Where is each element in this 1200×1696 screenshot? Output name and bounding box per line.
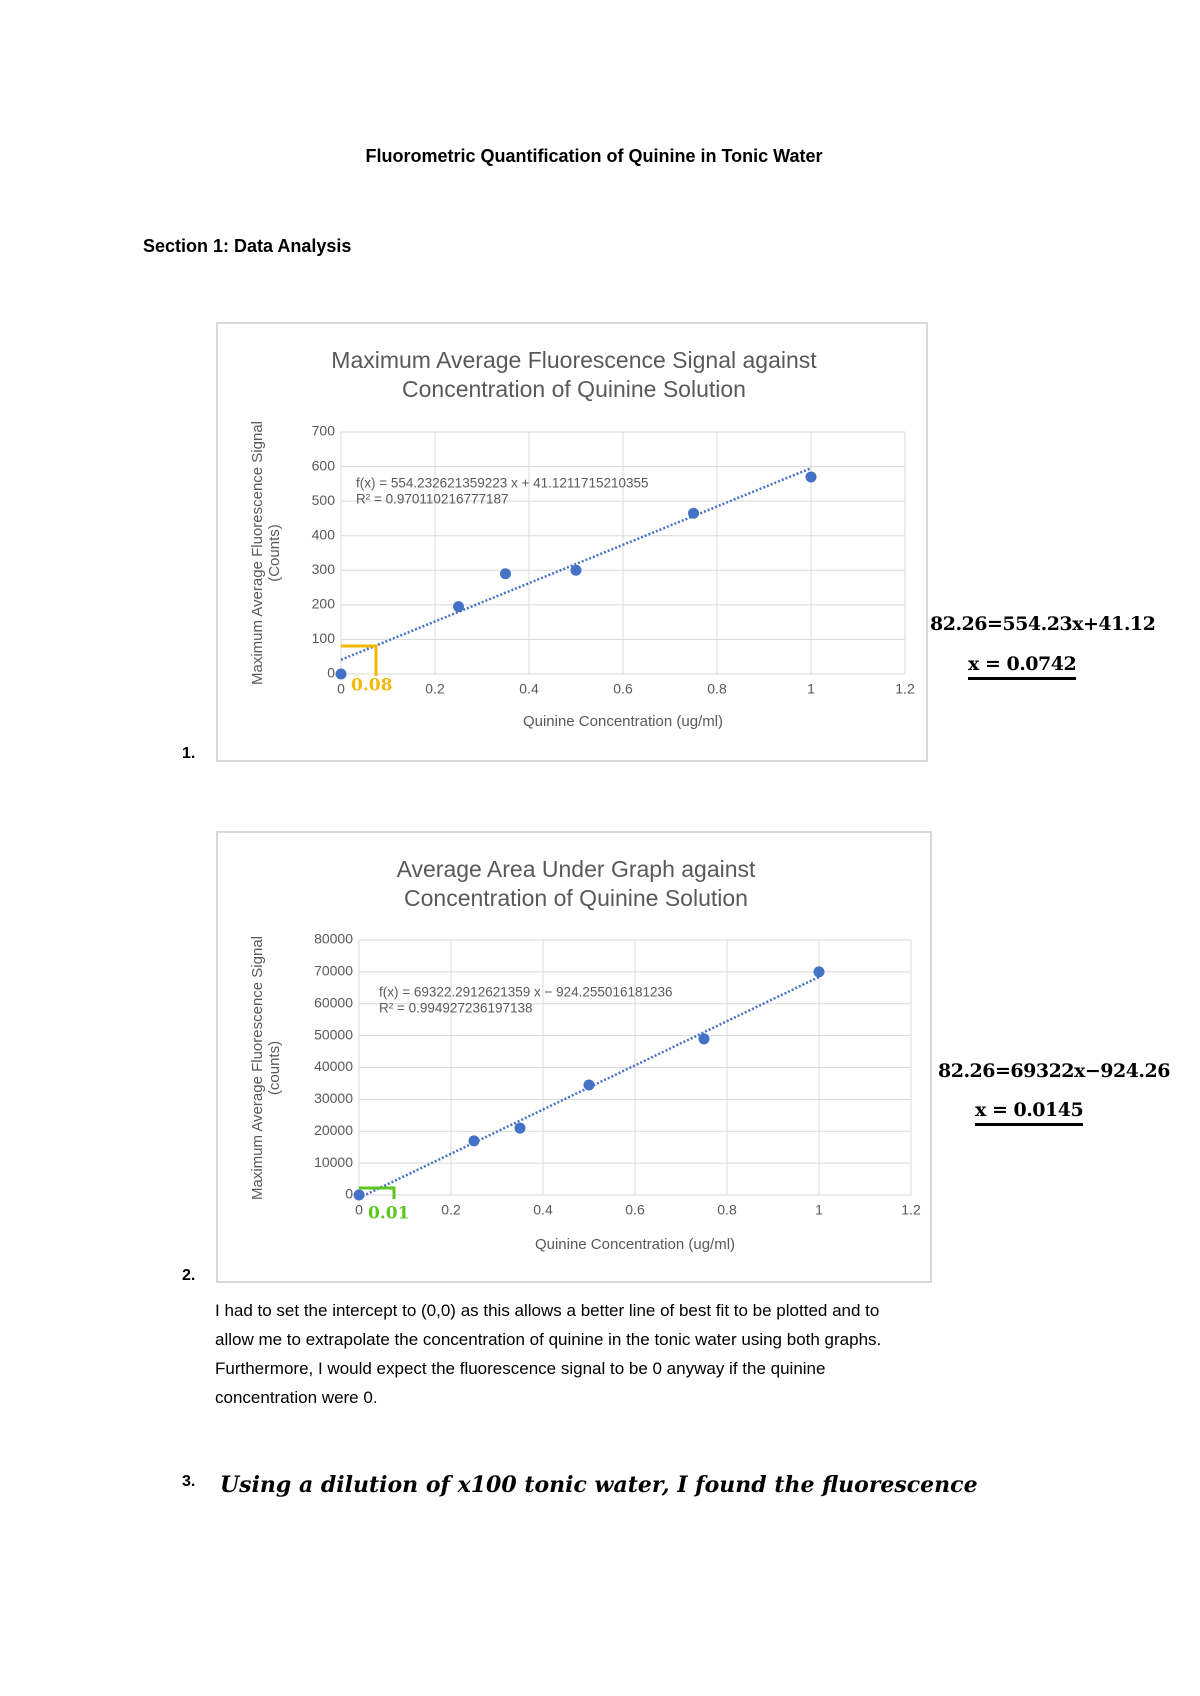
data-point [514,1122,526,1134]
y-tick-label: 0 [345,1186,353,1202]
y-tick-label: 600 [312,457,336,473]
data-point [805,471,817,483]
y-tick-label: 20000 [314,1122,353,1138]
x-axis-label: Quinine Concentration (ug/ml) [535,1236,735,1253]
x-tick-label: 0.2 [425,681,445,697]
y-tick-label: 100 [312,630,336,646]
y-tick-label: 40000 [314,1058,353,1074]
paragraph-line: allow me to extrapolate the concentratio… [215,1330,882,1349]
item-number: 1. [182,745,196,762]
handwritten-text: Using a dilution of x100 tonic water, I … [220,1472,978,1498]
document-title: Fluorometric Quantification of Quinine i… [365,146,823,166]
x-tick-label: 0.6 [613,681,633,697]
x-tick-label: 0.2 [441,1202,461,1218]
y-tick-label: 500 [312,492,336,508]
paragraph-line: Furthermore, I would expect the fluoresc… [215,1359,826,1378]
data-point [468,1135,480,1147]
data-point [570,564,582,576]
handwritten-answer: x = 0.0145 [975,1099,1084,1126]
trendline [340,467,812,661]
handwritten-bracket [341,644,378,676]
y-tick-label: 50000 [314,1026,353,1042]
handwritten-axis-note: 0.01 [368,1204,409,1224]
x-tick-label: 0.4 [519,681,539,697]
data-point [583,1079,595,1091]
x-tick-label: 0 [355,1202,363,1218]
chart-title: Average Area Under Graph against Concent… [396,856,756,911]
item-number: 3. [182,1473,196,1490]
x-tick-label: 0 [337,681,345,697]
data-point [698,1033,710,1045]
y-tick-label: 30000 [314,1090,353,1106]
x-axis-label: Quinine Concentration (ug/ml) [523,713,723,730]
data-point [453,601,464,613]
handwritten-equation: 82.26=69322x−924.26 [938,1060,1170,1082]
paragraph: I had to set the intercept to (0,0) as t… [215,1296,881,1412]
x-tick-label: 0.6 [625,1202,645,1218]
data-point [335,668,347,680]
chart-svg: 0 100 200 300 400 500 600 700 0 0.2 0.4 0.6 0.8 1 1.2 Q… [312,423,915,730]
item-number: 2. [182,1267,196,1284]
x-tick-label: 0.4 [533,1202,553,1218]
data-point [813,966,825,978]
handwritten-axis-note: 0.08 [351,676,392,696]
trendline [358,975,820,1200]
chart: 0 100 200 300 400 500 600 700 0 0.2 0.4 0.6 0.8 1 1.2 Q… [216,322,928,762]
y-tick-label: 60000 [314,994,353,1010]
chart: 0 10000 20000 30000 40000 50000 60000 70000 8000… [216,831,932,1283]
x-tick-label: 1 [815,1202,823,1218]
y-tick-label: 70000 [314,963,353,979]
trendline-equation: f(x) = 69322.2912621359 x − 924.25501618… [379,985,673,1000]
chart-svg: 0 10000 20000 30000 40000 50000 60000 70000 8000… [314,931,921,1253]
data-point [353,1189,365,1201]
r-squared: R² = 0.970110216777187 [356,492,509,507]
data-point [500,568,511,580]
y-tick-label: 400 [312,526,336,542]
y-tick-label: 200 [312,596,336,612]
paragraph-line: concentration were 0. [215,1388,378,1407]
chart-title: Maximum Average Fluorescence Signal agai… [331,347,817,402]
handwritten-answer: x = 0.0742 [968,653,1077,680]
x-tick-label: 1.2 [901,1202,921,1218]
r-squared: R² = 0.994927236197138 [379,1001,533,1016]
x-tick-label: 0.8 [707,681,727,697]
handwritten-equation: 82.26=554.23x+41.12 [930,613,1156,635]
x-tick-label: 0.8 [717,1202,737,1218]
trendline-equation: f(x) = 554.232621359223 x + 41.121171521… [356,476,649,491]
y-tick-label: 0 [327,665,335,681]
y-tick-label: 300 [312,561,336,577]
y-axis-label: Maximum Average Fluorescence Signal (Cou… [249,420,283,686]
y-axis-label: Maximum Average Fluorescence Signal (cou… [249,935,283,1200]
y-tick-label: 700 [312,423,336,439]
handwritten-bracket [359,1186,396,1199]
x-tick-label: 1.2 [895,681,915,697]
x-tick-label: 1 [807,681,815,697]
section-heading: Section 1: Data Analysis [143,236,352,256]
y-tick-label: 10000 [314,1154,353,1170]
y-tick-label: 80000 [314,931,353,947]
data-point [688,507,699,519]
paragraph-line: I had to set the intercept to (0,0) as t… [215,1301,880,1320]
